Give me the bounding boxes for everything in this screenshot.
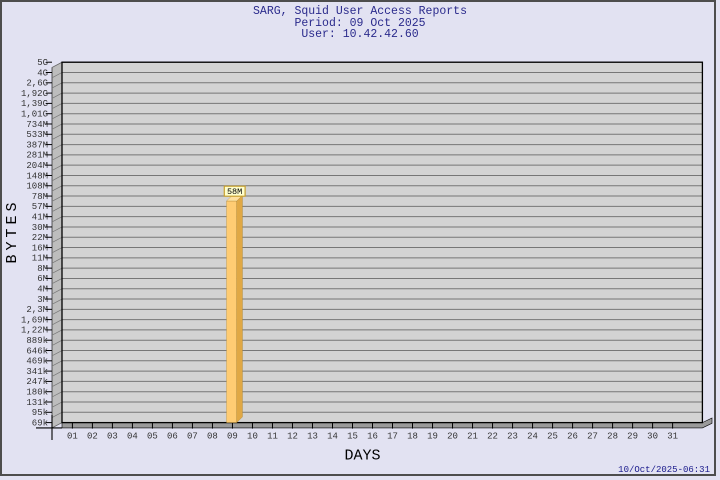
svg-text:19: 19 [427, 432, 438, 442]
svg-text:22: 22 [487, 432, 498, 442]
svg-text:4G: 4G [37, 68, 48, 78]
svg-text:30: 30 [647, 432, 658, 442]
svg-text:29: 29 [627, 432, 638, 442]
svg-text:78M: 78M [32, 192, 48, 202]
svg-text:12: 12 [287, 432, 298, 442]
svg-text:11M: 11M [32, 254, 48, 264]
svg-text:41M: 41M [32, 212, 48, 222]
svg-text:14: 14 [327, 432, 338, 442]
svg-text:07: 07 [187, 432, 198, 442]
svg-text:889k: 889k [26, 336, 48, 346]
svg-text:31: 31 [667, 432, 678, 442]
svg-text:57M: 57M [32, 202, 48, 212]
svg-text:1,69M: 1,69M [21, 315, 48, 325]
svg-text:25: 25 [547, 432, 558, 442]
svg-text:1,39G: 1,39G [21, 99, 48, 109]
svg-text:58M: 58M [227, 187, 242, 197]
svg-text:4M: 4M [37, 285, 48, 295]
svg-text:1,22M: 1,22M [21, 326, 48, 336]
svg-text:5G: 5G [37, 58, 48, 68]
svg-text:646k: 646k [26, 346, 48, 356]
svg-text:281M: 281M [26, 151, 48, 161]
svg-text:2,6G: 2,6G [26, 79, 48, 89]
svg-text:05: 05 [147, 432, 158, 442]
svg-text:533M: 533M [26, 130, 48, 140]
svg-text:95k: 95k [32, 408, 48, 418]
svg-text:204M: 204M [26, 161, 48, 171]
svg-text:21: 21 [467, 432, 478, 442]
svg-text:13: 13 [307, 432, 318, 442]
svg-text:06: 06 [167, 432, 178, 442]
svg-text:BYTES: BYTES [4, 198, 21, 263]
svg-text:08: 08 [207, 432, 218, 442]
svg-text:11: 11 [267, 432, 278, 442]
svg-text:734M: 734M [26, 120, 48, 130]
svg-text:17: 17 [387, 432, 398, 442]
svg-text:1,92G: 1,92G [21, 89, 48, 99]
svg-text:18: 18 [407, 432, 418, 442]
svg-text:28: 28 [607, 432, 618, 442]
svg-text:108M: 108M [26, 182, 48, 192]
svg-text:1,01G: 1,01G [21, 109, 48, 119]
svg-text:01: 01 [67, 432, 78, 442]
svg-text:24: 24 [527, 432, 538, 442]
svg-text:10: 10 [247, 432, 258, 442]
svg-text:341k: 341k [26, 367, 48, 377]
svg-text:131k: 131k [26, 398, 48, 408]
svg-text:02: 02 [87, 432, 98, 442]
svg-text:15: 15 [347, 432, 358, 442]
svg-text:26: 26 [567, 432, 578, 442]
svg-text:27: 27 [587, 432, 598, 442]
svg-text:10/Oct/2025-06:31: 10/Oct/2025-06:31 [618, 465, 710, 475]
svg-text:2,3M: 2,3M [26, 305, 48, 315]
svg-text:387M: 387M [26, 140, 48, 150]
svg-text:469k: 469k [26, 357, 48, 367]
svg-text:20: 20 [447, 432, 458, 442]
svg-text:30M: 30M [32, 223, 48, 233]
svg-text:247k: 247k [26, 377, 48, 387]
svg-text:09: 09 [227, 432, 238, 442]
svg-text:03: 03 [107, 432, 118, 442]
svg-text:04: 04 [127, 432, 138, 442]
svg-text:180k: 180k [26, 388, 48, 398]
svg-text:3M: 3M [37, 295, 48, 305]
svg-text:22M: 22M [32, 233, 48, 243]
svg-text:8M: 8M [37, 264, 48, 274]
svg-text:16M: 16M [32, 243, 48, 253]
svg-text:69k: 69k [32, 418, 48, 428]
svg-text:16: 16 [367, 432, 378, 442]
svg-text:DAYS: DAYS [344, 448, 380, 465]
svg-text:148M: 148M [26, 171, 48, 181]
svg-text:23: 23 [507, 432, 518, 442]
svg-text:6M: 6M [37, 274, 48, 284]
